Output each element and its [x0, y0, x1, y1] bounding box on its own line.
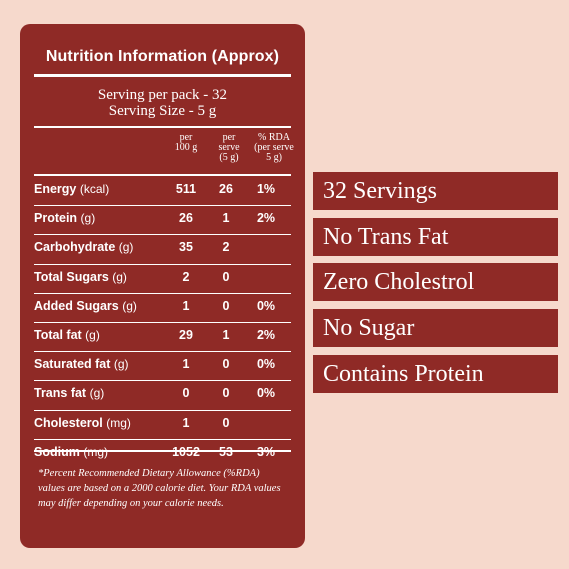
value-perserve: 0 [222, 415, 230, 430]
nutrient-label: Cholesterol [34, 415, 103, 430]
nutrient-cell: Trans fat (g) [34, 386, 104, 400]
table-row: Added Sugars (g) 1 0 0% [34, 294, 291, 319]
row-divider [34, 205, 291, 207]
row-divider [34, 322, 291, 323]
nutrient-unit: (g) [89, 386, 105, 401]
badge-servings: 32 Servings [313, 172, 558, 210]
nutrient-cell: Saturated fat (g) [34, 357, 129, 371]
divider [34, 74, 291, 77]
serving-per-pack: Serving per pack - 32 [97, 87, 228, 103]
nutrient-label: Trans fat [34, 386, 87, 401]
nutrition-panel: Nutrition Information (Approx) Serving p… [20, 24, 305, 548]
footnote: *Percent Recommended Dietary Allowance (… [38, 468, 281, 509]
column-header-per-100g: per 100 g [174, 132, 198, 153]
nutrient-cell: Total fat (g) [34, 328, 100, 342]
nutrient-label: Total fat [34, 328, 82, 342]
nutrient-cell: Carbohydrate (g) [34, 240, 133, 254]
value-per100: 26 [179, 211, 193, 226]
serving-info: Serving per pack - 32 Serving Size - 5 g [26, 87, 299, 119]
table-row: Carbohydrate (g) 35 2 [34, 235, 291, 260]
table-row: Energy (kcal) 511 26 1% [34, 177, 291, 202]
value-rda: 2% [256, 328, 276, 342]
value-perserve: 1 [222, 328, 230, 342]
value-per100: 35 [179, 240, 193, 255]
table-row: Total Sugars (g) 2 0 [34, 265, 291, 290]
nutrient-cell: Cholesterol (mg) [34, 416, 131, 430]
nutrient-cell: Added Sugars (g) [34, 299, 137, 313]
value-per100: 1 [182, 415, 190, 430]
value-per100: 0 [182, 386, 190, 401]
value-rda: 1% [256, 182, 276, 196]
nutrient-unit: (g) [85, 328, 100, 342]
nutrient-label: Energy [34, 182, 77, 196]
badge-contains-protein: Contains Protein [313, 355, 558, 393]
nutrient-cell: Energy (kcal) [34, 182, 109, 196]
table-row: Protein (g) 26 1 2% [34, 206, 291, 231]
row-divider [34, 234, 291, 236]
nutrient-cell: Total Sugars (g) [34, 270, 127, 284]
value-per100: 29 [179, 328, 193, 342]
nutrient-cell: Protein (g) [34, 211, 95, 225]
nutrient-label: Total Sugars [34, 269, 109, 284]
table-row: Cholesterol (mg) 1 0 [34, 411, 291, 436]
value-perserve: 0 [222, 386, 230, 401]
serving-size: Serving Size - 5 g [108, 103, 217, 119]
nutrient-label: Saturated fat [34, 357, 111, 372]
row-divider [34, 409, 291, 411]
nutrient-label: Carbohydrate [34, 240, 116, 255]
value-perserve: 0 [222, 298, 230, 313]
table-row: Total fat (g) 29 1 2% [34, 323, 291, 348]
row-divider [34, 292, 291, 294]
value-perserve: 1 [222, 211, 230, 226]
value-rda: 2% [256, 211, 276, 226]
badge-zero-cholesterol: Zero Cholestrol [313, 263, 558, 301]
nutrient-unit: (g) [122, 298, 137, 313]
value-rda: 0% [256, 386, 276, 401]
divider [34, 126, 291, 128]
row-divider [34, 438, 291, 440]
value-rda: 0% [256, 298, 276, 313]
row-divider [34, 351, 291, 353]
nutrient-unit: (g) [112, 269, 127, 284]
value-rda: 0% [256, 357, 276, 372]
nutrient-unit: (kcal) [79, 182, 110, 196]
column-header-per-serve: per serve (5 g) [218, 132, 240, 163]
panel-title: Nutrition Information (Approx) [45, 48, 280, 65]
value-perserve: 0 [222, 357, 230, 372]
nutrient-unit: (g) [80, 211, 96, 226]
row-divider [34, 380, 291, 382]
value-per100: 1 [182, 298, 190, 313]
table-row: Trans fat (g) 0 0 0% [34, 381, 291, 406]
nutrient-label: Added Sugars [34, 298, 119, 313]
table-row: Sodium (mg)1052533% [34, 440, 291, 465]
nutrient-unit: (g) [118, 240, 134, 255]
divider [34, 450, 291, 452]
value-perserve: 0 [222, 269, 230, 284]
nutrient-label: Protein [34, 211, 78, 226]
value-per100: 2 [182, 269, 190, 284]
value-per100: 511 [175, 182, 197, 196]
divider [34, 174, 291, 176]
badge-no-sugar: No Sugar [313, 309, 558, 347]
nutrient-unit: (mg) [106, 415, 131, 430]
nutrient-unit: (g) [113, 357, 129, 372]
column-header-rda: % RDA (per serve 5 g) [254, 132, 294, 163]
badge-no-trans-fat: No Trans Fat [313, 218, 558, 256]
row-divider [34, 263, 291, 265]
table-row: Saturated fat (g) 1 0 0% [34, 352, 291, 377]
value-perserve: 2 [222, 240, 230, 255]
value-per100: 1 [182, 357, 190, 372]
value-perserve: 26 [219, 182, 233, 196]
